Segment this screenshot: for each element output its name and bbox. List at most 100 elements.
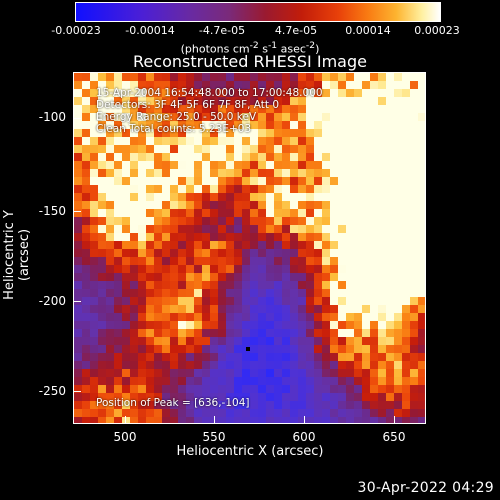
- heatmap-cell: [82, 217, 91, 226]
- info-detectors: Detectors: 3F 4F 5F 6F 7F 8F, Att 0: [96, 99, 280, 111]
- heatmap-cell: [354, 97, 363, 106]
- heatmap-cell: [210, 329, 219, 338]
- heatmap-cell: [386, 169, 395, 178]
- heatmap-cell: [162, 201, 171, 210]
- heatmap-cell: [74, 241, 83, 250]
- heatmap-cell: [266, 89, 275, 98]
- heatmap-cell: [314, 105, 323, 114]
- heatmap-cell: [242, 193, 251, 202]
- heatmap-cell: [274, 313, 283, 322]
- heatmap-cell: [418, 321, 425, 330]
- heatmap-cell: [210, 289, 219, 298]
- heatmap-cell: [418, 377, 425, 386]
- heatmap-cell: [202, 345, 211, 354]
- heatmap-cell: [298, 385, 307, 394]
- heatmap-cell: [258, 161, 267, 170]
- heatmap-cell: [106, 369, 115, 378]
- heatmap-cell: [338, 233, 347, 242]
- heatmap-cell: [314, 345, 323, 354]
- heatmap-cell: [322, 385, 331, 394]
- heatmap-cell: [138, 337, 147, 346]
- heatmap-cell: [114, 281, 123, 290]
- heatmap-cell: [362, 113, 371, 122]
- heatmap-cell: [218, 321, 227, 330]
- heatmap-cell: [178, 337, 187, 346]
- heatmap-cell: [370, 193, 379, 202]
- heatmap-cell: [242, 209, 251, 218]
- heatmap-cell: [170, 193, 179, 202]
- heatmap-cell: [362, 73, 371, 82]
- heatmap-cell: [418, 337, 425, 346]
- heatmap-cell: [98, 177, 107, 186]
- heatmap-cell: [130, 137, 139, 146]
- heatmap-cell: [146, 217, 155, 226]
- heatmap-cell: [346, 225, 355, 234]
- heatmap-cell: [282, 193, 291, 202]
- heatmap-cell: [370, 161, 379, 170]
- heatmap-cell: [410, 209, 419, 218]
- heatmap-cell: [162, 81, 171, 90]
- heatmap-cell: [186, 193, 195, 202]
- heatmap-cell: [138, 289, 147, 298]
- heatmap-cell: [258, 121, 267, 130]
- heatmap-cell: [210, 369, 219, 378]
- heatmap-cell: [202, 73, 211, 82]
- heatmap-cell: [418, 297, 425, 306]
- heatmap-cell: [130, 225, 139, 234]
- heatmap-cell: [258, 361, 267, 370]
- heatmap-cell: [106, 401, 115, 410]
- heatmap-cell: [186, 169, 195, 178]
- heatmap-cell: [418, 289, 425, 298]
- heatmap-cell: [234, 313, 243, 322]
- heatmap-cell: [402, 137, 411, 146]
- heatmap-cell: [410, 177, 419, 186]
- heatmap-cell: [314, 361, 323, 370]
- heatmap-cell: [410, 353, 419, 362]
- heatmap-cell: [122, 169, 131, 178]
- heatmap-cell: [234, 185, 243, 194]
- heatmap-cell: [202, 217, 211, 226]
- heatmap-cell: [290, 145, 299, 154]
- heatmap-cell: [138, 73, 147, 82]
- heatmap-cell: [226, 81, 235, 90]
- heatmap-cell: [74, 273, 83, 282]
- heatmap-cell: [362, 409, 371, 418]
- heatmap-cell: [90, 393, 99, 402]
- heatmap-cell: [98, 105, 107, 114]
- heatmap-cell: [114, 321, 123, 330]
- heatmap-cell: [138, 129, 147, 138]
- heatmap-cell: [314, 289, 323, 298]
- heatmap-cell: [346, 313, 355, 322]
- heatmap-cell: [362, 249, 371, 258]
- heatmap-cell: [194, 369, 203, 378]
- heatmap-cell: [314, 89, 323, 98]
- heatmap-cell: [306, 369, 315, 378]
- heatmap-cell: [282, 169, 291, 178]
- heatmap-cell: [194, 209, 203, 218]
- heatmap-cell: [386, 297, 395, 306]
- heatmap-cell: [338, 353, 347, 362]
- heatmap-cell: [162, 377, 171, 386]
- heatmap-cell: [386, 97, 395, 106]
- heatmap-cell: [250, 113, 259, 122]
- heatmap-cell: [106, 345, 115, 354]
- heatmap-cell: [306, 409, 315, 418]
- heatmap-cell: [106, 265, 115, 274]
- heatmap-cell: [114, 161, 123, 170]
- heatmap-cell: [202, 153, 211, 162]
- heatmap-cell: [210, 257, 219, 266]
- heatmap-cell: [362, 225, 371, 234]
- heatmap-cell: [418, 225, 425, 234]
- heatmap-cell: [90, 289, 99, 298]
- heatmap-cell: [122, 329, 131, 338]
- y-tick-mark: [73, 391, 81, 392]
- heatmap-cell: [90, 369, 99, 378]
- heatmap-cell: [362, 89, 371, 98]
- heatmap-cell: [378, 97, 387, 106]
- heatmap-cell: [170, 137, 179, 146]
- y-tick-mark: [73, 301, 81, 302]
- heatmap-cell: [170, 73, 179, 82]
- heatmap-cell: [106, 209, 115, 218]
- heatmap-cell: [146, 321, 155, 330]
- heatmap-cell: [186, 321, 195, 330]
